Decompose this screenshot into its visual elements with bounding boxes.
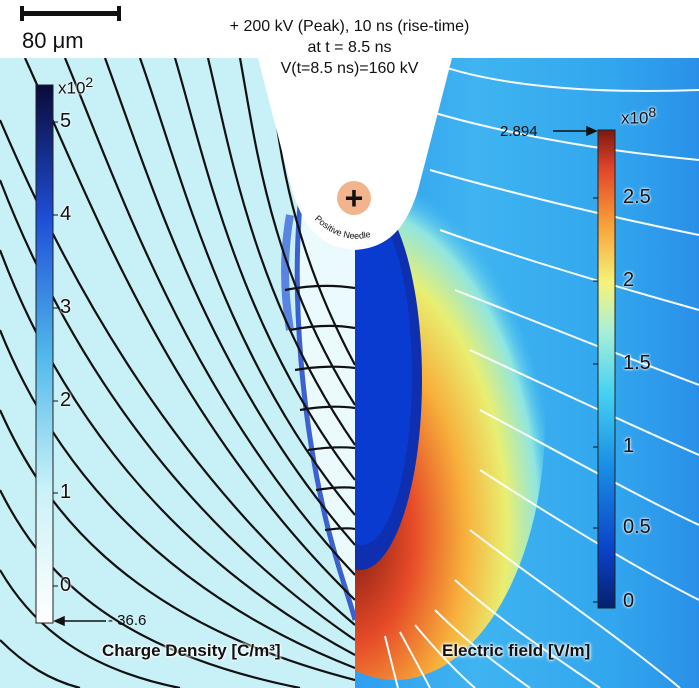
- electric-field-colorbar: [597, 129, 616, 609]
- electric-field-tick-1: 0.5: [623, 516, 651, 538]
- scale-bar: [20, 6, 121, 21]
- max-marker-arrow: [553, 125, 598, 137]
- charge-density-colorbar: [35, 84, 54, 624]
- charge-density-tick-2: 2: [60, 389, 72, 411]
- charge-density-tick-3: 3: [60, 296, 72, 318]
- charge-density-tick-4: 4: [60, 203, 72, 225]
- needle-electrode: [258, 58, 452, 250]
- electric-field-tick-5: 2.5: [623, 186, 651, 208]
- charge-density-title: Charge Density [C/m³]: [102, 641, 281, 660]
- electric-field-title: Electric field [V/m]: [442, 641, 591, 660]
- plus-badge: [337, 181, 371, 215]
- title-line-1: + 200 kV (Peak), 10 ns (rise-time): [229, 18, 470, 35]
- charge-density-tick-1: 1: [60, 481, 72, 503]
- electric-field-tick-2: 1: [623, 435, 635, 457]
- charge-density-exponent: x102: [58, 74, 93, 99]
- title-line-2: at t = 8.5 ns: [307, 39, 392, 56]
- scale-bar-label: 80 μm: [22, 28, 84, 53]
- charge-density-tick-0: 0: [60, 574, 72, 596]
- charge-density-tick-5: 5: [60, 110, 72, 132]
- title-line-3: V(t=8.5 ns)=160 kV: [280, 60, 419, 77]
- min-marker-arrow: [53, 615, 106, 627]
- electric-field-tick-3: 1.5: [623, 352, 651, 374]
- charge-density-exponent-power: 2: [85, 74, 94, 90]
- charge-density-exponent-base: x10: [58, 78, 86, 98]
- electric-field-exponent-power: 8: [648, 104, 657, 120]
- electric-field-exponent-base: x10: [621, 108, 649, 128]
- electric-field-tick-0: 0: [623, 590, 635, 612]
- electric-field-tick-4: 2: [623, 269, 635, 291]
- plus-icon: +: [344, 180, 364, 216]
- electric-field-exponent: x108: [621, 104, 656, 129]
- electric-field-max-marker: 2.894: [500, 123, 538, 140]
- charge-density-min-marker: - 36.6: [108, 612, 147, 629]
